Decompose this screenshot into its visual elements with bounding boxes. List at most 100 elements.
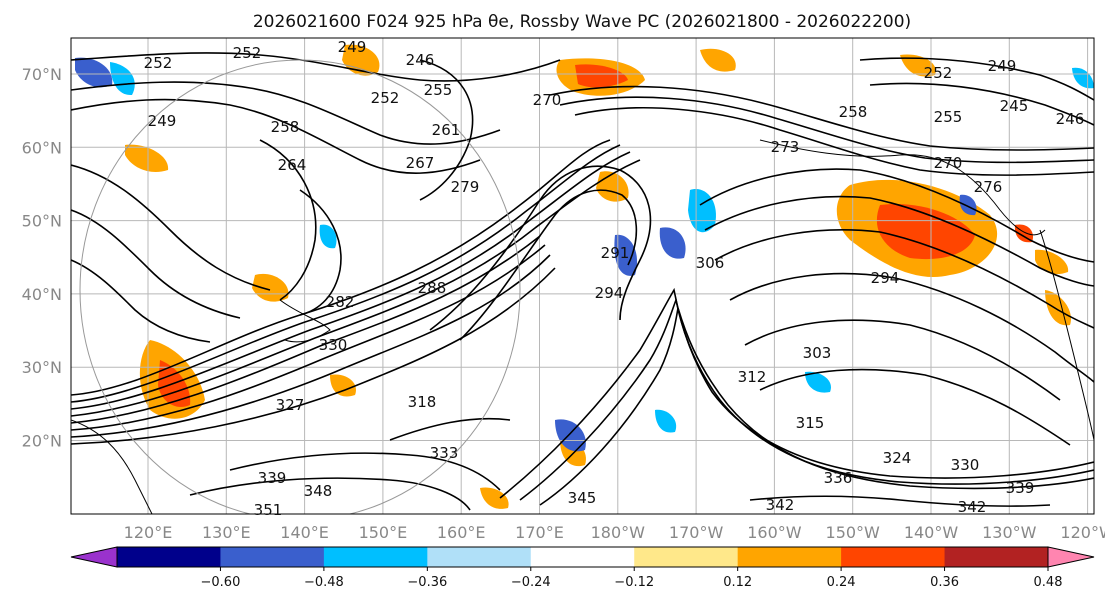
colorbar-tick-label: −0.36 <box>407 575 447 590</box>
shading-patch <box>342 44 380 76</box>
contour-line <box>299 189 342 316</box>
colorbar-tick-label: 0.24 <box>827 575 856 590</box>
shading-patch <box>319 224 337 249</box>
coastline <box>1039 229 1094 441</box>
shading-patch <box>330 374 356 397</box>
contour-line <box>699 168 1094 263</box>
colorbar-segment <box>117 547 221 567</box>
shading-patch <box>480 487 509 509</box>
colorbar-extend-high <box>1047 546 1095 568</box>
contour-label: 252 <box>233 44 262 62</box>
colorbar: −0.60 −0.48 −0.36 −0.24 −0.12 0.12 0.24 0.36 0.4… <box>70 546 1095 590</box>
latitude-label: 30°N <box>22 358 62 377</box>
latitude-labels: 70°N 60°N 50°N 40°N 30°N 20°N <box>22 65 62 451</box>
contour-label: 279 <box>451 178 480 196</box>
contour-label: 324 <box>883 449 912 467</box>
longitude-label: 130°E <box>202 523 251 542</box>
contour-label: 336 <box>824 469 853 487</box>
contour-line <box>559 96 1094 164</box>
contour-labels: 252 249 246 252 252 255 249 258 264 261 … <box>144 38 1085 519</box>
contour-label: 245 <box>1000 97 1029 115</box>
colorbar-extend-low <box>70 546 118 568</box>
shading-patch <box>110 62 135 96</box>
contour-label: 342 <box>766 496 795 514</box>
contour-line <box>259 139 317 301</box>
contour-label: 294 <box>595 284 624 302</box>
coastline <box>279 299 331 343</box>
contour-label: 246 <box>406 51 435 69</box>
contour-label: 249 <box>338 38 367 56</box>
contour-line <box>574 106 1094 176</box>
contour-label: 312 <box>738 368 767 386</box>
colorbar-tick-label: 0.48 <box>1034 575 1063 590</box>
contour-line <box>71 244 546 431</box>
contour-label: 270 <box>934 154 963 172</box>
contour-line <box>429 165 652 331</box>
colorbar-tick-label: −0.12 <box>614 575 654 590</box>
longitude-label: 120°E <box>124 523 173 542</box>
contour-line <box>744 319 1061 401</box>
shading-patch <box>655 409 677 433</box>
contour-label: 294 <box>871 269 900 287</box>
latitude-label: 40°N <box>22 285 62 304</box>
shading-patch <box>700 48 736 72</box>
contour-line <box>71 235 541 424</box>
colorbar-segment <box>323 547 428 567</box>
longitude-label: 140°E <box>280 523 329 542</box>
contour-label: 303 <box>803 344 832 362</box>
contour-label: 333 <box>430 444 459 462</box>
contour-line <box>71 254 551 438</box>
longitude-label: 140°W <box>904 523 959 542</box>
contour-line <box>499 287 1094 499</box>
contour-line <box>189 477 471 511</box>
contour-line <box>71 151 631 410</box>
contour-label: 258 <box>271 118 300 136</box>
shading-patch <box>805 371 831 393</box>
contour-label: 315 <box>796 414 825 432</box>
contour-label: 258 <box>839 103 868 121</box>
contour-label: 288 <box>418 279 447 297</box>
shading-patch <box>959 194 977 216</box>
contour-label: 255 <box>934 108 963 126</box>
contour-label: 327 <box>276 396 305 414</box>
longitude-label: 120°W <box>1060 523 1105 542</box>
contour-line <box>714 229 1094 329</box>
overlay-circles <box>79 59 521 514</box>
contour-line <box>539 307 1094 506</box>
contour-label: 249 <box>148 112 177 130</box>
colorbar-tick-label: −0.48 <box>304 575 344 590</box>
shading-patch <box>252 273 289 302</box>
contour-label: 246 <box>1056 110 1085 128</box>
contour-label: 273 <box>771 138 800 156</box>
contour-line <box>229 452 501 491</box>
shading-patch <box>614 234 638 276</box>
contour-line <box>759 368 1071 446</box>
shading-patch <box>876 204 975 260</box>
coastline <box>71 419 153 514</box>
latitude-label: 60°N <box>22 138 62 157</box>
theta-e-contours <box>71 52 1094 511</box>
contour-line <box>749 495 1051 507</box>
contour-line <box>71 209 241 319</box>
contour-label: 306 <box>696 254 725 272</box>
colorbar-segment <box>737 547 842 567</box>
longitude-label: 160°W <box>747 523 802 542</box>
colorbar-segment <box>220 547 325 567</box>
contour-label: 282 <box>326 293 355 311</box>
colorbar-frame <box>116 546 1049 568</box>
contour-label: 261 <box>432 121 461 139</box>
longitude-label: 130°W <box>982 523 1037 542</box>
contour-label: 264 <box>278 156 307 174</box>
longitude-label: 160°E <box>437 523 486 542</box>
contour-line <box>71 144 621 403</box>
shading-patch <box>1072 67 1094 89</box>
longitude-label: 150°W <box>826 523 881 542</box>
shading-patch <box>555 419 586 452</box>
colorbar-segment <box>634 547 739 567</box>
contour-line <box>71 81 501 145</box>
contour-label: 345 <box>568 489 597 507</box>
contour-label: 291 <box>601 244 630 262</box>
colorbar-tick-label: −0.24 <box>511 575 551 590</box>
shading-patch <box>125 144 169 173</box>
